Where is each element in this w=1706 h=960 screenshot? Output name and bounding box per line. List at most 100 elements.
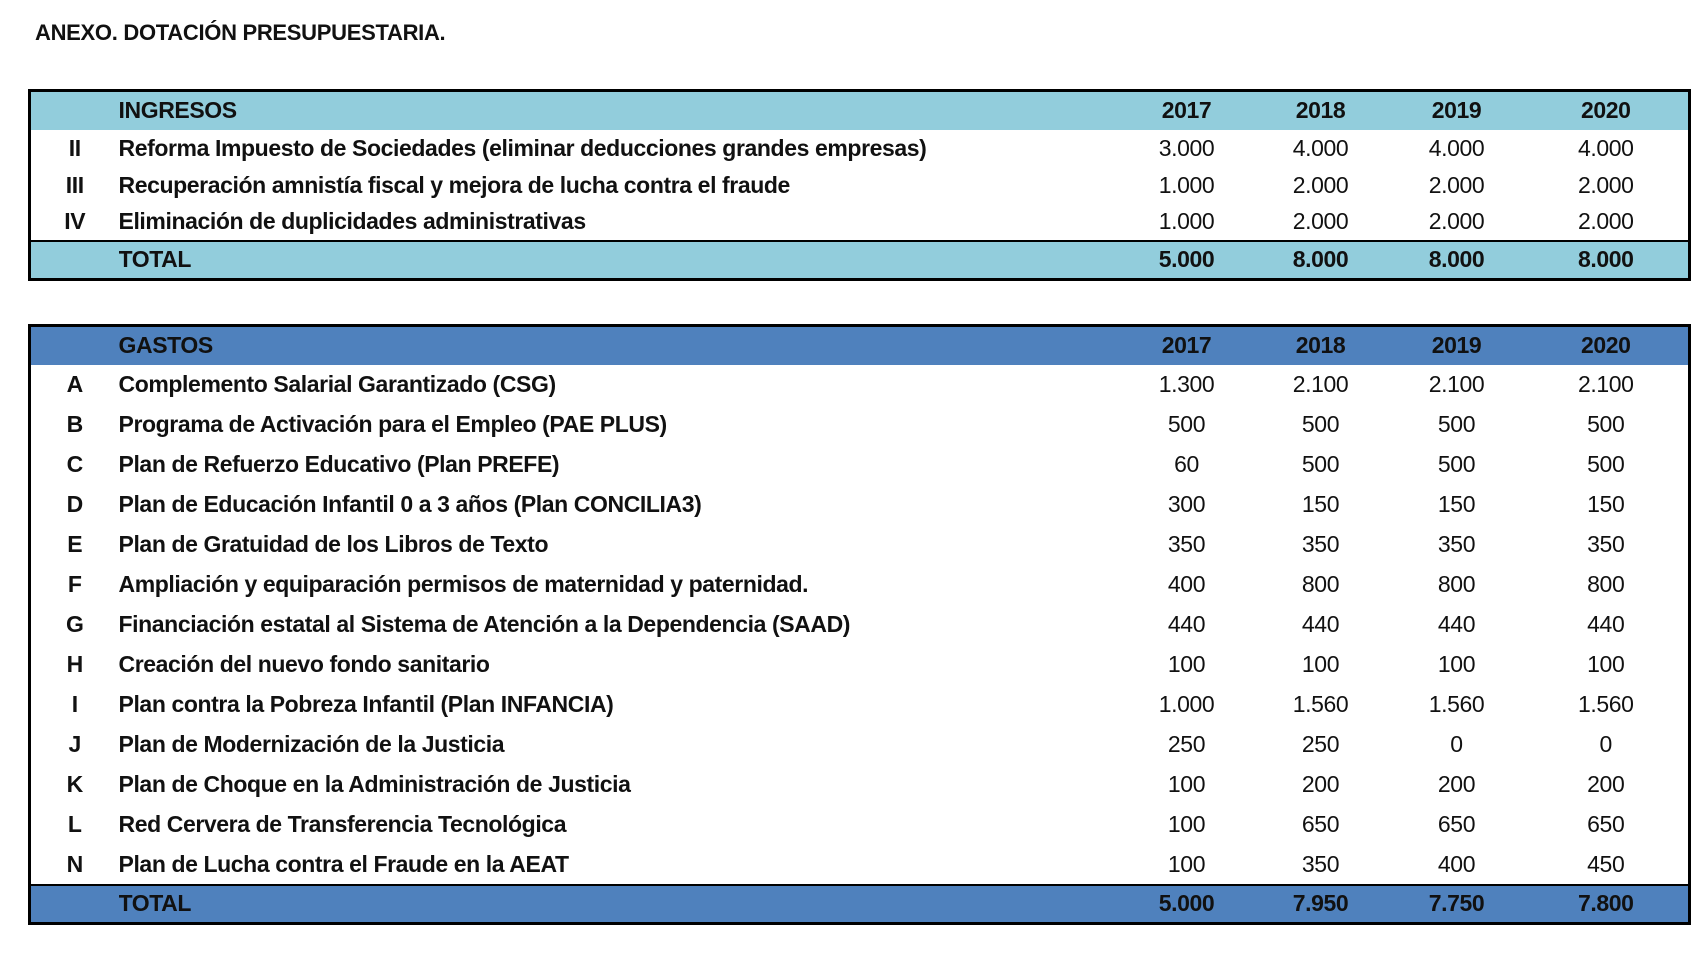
amount-cell: 8.000	[1389, 239, 1524, 280]
amount-cell: 150	[1587, 491, 1625, 517]
label-cell: Plan de Modernización de la Justicia	[118, 731, 505, 757]
amount-cell: 2.000	[1428, 208, 1485, 234]
code-cell: III	[65, 171, 84, 198]
amount-cell: 440	[1587, 611, 1625, 637]
data-row: K Plan de Choque en la Administración de …	[30, 765, 1690, 805]
amount-cell: 2017	[1161, 97, 1212, 124]
label-cell: TOTAL	[118, 239, 1122, 280]
code-cell	[29, 239, 119, 280]
code-cell	[29, 883, 119, 924]
amount-cell: 400	[1167, 571, 1206, 597]
amount-cell: 7.750	[1389, 883, 1524, 924]
amount-cell: 200	[1437, 771, 1476, 797]
amount-cell: 0	[1599, 731, 1613, 757]
amount-cell: 350	[1437, 531, 1476, 557]
amount-cell: 650	[1437, 811, 1476, 837]
amount-cell: 2.000	[1577, 171, 1634, 198]
amount-cell: 650	[1587, 811, 1625, 837]
label-cell: INGRESOS	[118, 97, 238, 124]
label-cell: Plan de Choque en la Administración de J…	[118, 771, 631, 797]
total-row: TOTAL 5.000 8.000 8.000 8.000	[29, 239, 1690, 280]
label-cell: Eliminación de duplicidades administrati…	[118, 208, 587, 234]
amount-cell: 440	[1301, 611, 1340, 637]
data-row: F Ampliación y equiparación permisos de m…	[30, 565, 1690, 605]
amount-cell: 350	[1301, 531, 1340, 557]
code-cell: N	[66, 850, 84, 877]
code-cell: H	[66, 651, 84, 677]
amount-cell: 450	[1587, 850, 1625, 877]
amount-cell: 2.000	[1292, 208, 1349, 234]
amount-cell: 8.000	[1523, 239, 1690, 280]
amount-cell: 2.000	[1428, 171, 1485, 198]
amount-cell: 3.000	[1158, 134, 1215, 161]
code-cell	[30, 326, 119, 365]
amount-cell: 150	[1301, 491, 1340, 517]
amount-cell: 100	[1301, 651, 1340, 677]
amount-cell: 100	[1167, 811, 1206, 837]
amount-cell: 100	[1167, 850, 1206, 877]
amount-cell: 500	[1167, 411, 1206, 437]
label-cell: Creación del nuevo fondo sanitario	[118, 651, 490, 677]
amount-cell: 350	[1167, 531, 1206, 557]
amount-cell: 100	[1167, 651, 1206, 677]
amount-cell: 7.800	[1523, 883, 1690, 924]
data-row: J Plan de Modernización de la Justicia 250…	[30, 725, 1690, 765]
amount-cell: 5.000	[1121, 239, 1252, 280]
label-cell: Complemento Salarial Garantizado (CSG)	[118, 371, 557, 397]
data-row: A Complemento Salarial Garantizado (CSG) 1…	[30, 365, 1690, 405]
amount-cell: 2.100	[1292, 371, 1349, 397]
data-row: III Recuperación amnistía fiscal y mejora…	[30, 167, 1690, 204]
code-cell: C	[66, 451, 84, 477]
amount-cell: 300	[1167, 491, 1206, 517]
amount-cell: 500	[1437, 411, 1476, 437]
code-cell: K	[66, 771, 84, 797]
amount-cell: 0	[1450, 731, 1463, 757]
amount-cell: 800	[1587, 571, 1625, 597]
total-row: TOTAL 5.000 7.950 7.750 7.800	[29, 883, 1690, 924]
data-row: H Creación del nuevo fondo sanitario 100 10…	[30, 645, 1690, 685]
data-row: I Plan contra la Pobreza Infantil (Plan I…	[30, 685, 1690, 725]
amount-cell: 2.000	[1292, 171, 1349, 198]
header-row: INGRESOS 2017 2018 2019 2020	[29, 90, 1690, 130]
data-row: E Plan de Gratuidad de los Libros de Text…	[30, 525, 1690, 565]
amount-cell: 2.100	[1428, 371, 1485, 397]
amount-cell: 7.950	[1251, 883, 1390, 924]
amount-cell: 60	[1174, 451, 1199, 477]
amount-cell: 1.000	[1158, 208, 1215, 234]
amount-cell: 2019	[1431, 332, 1482, 359]
amount-cell: 100	[1437, 651, 1476, 677]
label-cell: Recuperación amnistía fiscal y mejora de…	[118, 171, 791, 198]
code-cell: G	[66, 611, 84, 637]
label-cell: Ampliación y equiparación permisos de ma…	[118, 571, 809, 597]
label-cell: Plan de Educación Infantil 0 a 3 años (P…	[118, 491, 702, 517]
label-cell: Programa de Activación para el Empleo (P…	[118, 411, 668, 437]
amount-cell: 4.000	[1428, 134, 1485, 161]
amount-cell: 800	[1437, 571, 1476, 597]
ingresos-table: INGRESOS 2017 2018 2019 2020 II Reforma Impues…	[28, 89, 1691, 281]
amount-cell: 400	[1437, 850, 1476, 877]
amount-cell: 2.000	[1577, 208, 1634, 234]
label-cell: Plan de Lucha contra el Fraude en la AEA…	[118, 850, 569, 877]
data-row: C Plan de Refuerzo Educativo (Plan PREFE)…	[30, 445, 1690, 485]
data-row: G Financiación estatal al Sistema de Aten…	[30, 605, 1690, 645]
amount-cell: 100	[1167, 771, 1206, 797]
amount-cell: 2019	[1431, 97, 1482, 124]
amount-cell: 8.000	[1251, 239, 1390, 280]
amount-cell: 500	[1437, 451, 1476, 477]
gastos-table: GASTOS 2017 2018 2019 2020 A Complemento Salar…	[28, 324, 1691, 925]
amount-cell: 1.560	[1292, 691, 1349, 717]
amount-cell: 500	[1301, 451, 1340, 477]
amount-cell: 1.560	[1428, 691, 1485, 717]
label-cell: Red Cervera de Transferencia Tecnológica	[118, 811, 567, 837]
data-row: IV Eliminación de duplicidades administra…	[30, 204, 1690, 241]
amount-cell: 650	[1301, 811, 1340, 837]
amount-cell: 2.100	[1577, 371, 1634, 397]
amount-cell: 100	[1587, 651, 1625, 677]
data-row: D Plan de Educación Infantil 0 a 3 años (…	[30, 485, 1690, 525]
amount-cell: 500	[1587, 411, 1625, 437]
amount-cell: 1.000	[1158, 691, 1215, 717]
code-cell: B	[66, 411, 84, 437]
amount-cell: 150	[1437, 491, 1476, 517]
code-cell	[30, 91, 119, 130]
